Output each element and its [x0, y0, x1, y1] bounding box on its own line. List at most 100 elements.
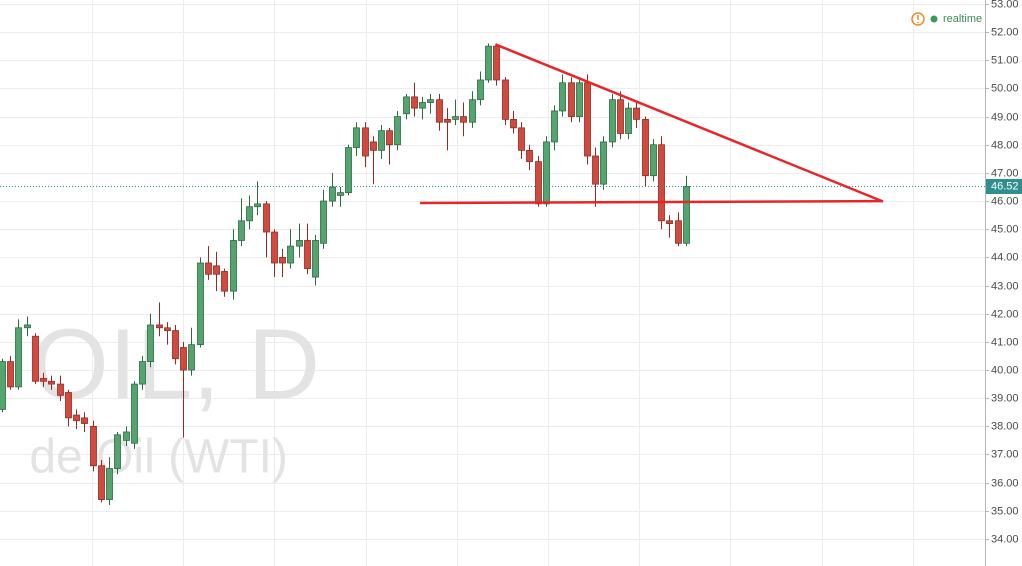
y-tick-label: 38.00	[991, 420, 1019, 432]
candle-body	[32, 335, 39, 382]
candle-body	[263, 203, 270, 233]
candle-body	[123, 431, 130, 441]
candle-body	[139, 361, 146, 385]
candle-body	[600, 141, 607, 185]
candle-body	[362, 127, 369, 157]
y-tick-label: 41.00	[991, 336, 1019, 348]
y-tick-label: 42.00	[991, 308, 1019, 320]
status-text: realtime	[943, 13, 982, 25]
y-tick-label: 39.00	[991, 392, 1019, 404]
y-tick-label: 43.00	[991, 280, 1019, 292]
candle-body	[477, 79, 484, 101]
candle-body	[419, 102, 426, 109]
candle-body	[304, 240, 311, 270]
candle-body	[617, 99, 624, 134]
candle-body	[90, 425, 97, 467]
y-tick-label: 44.00	[991, 251, 1019, 263]
candle-body	[98, 465, 105, 500]
candle-body	[57, 383, 64, 396]
candle-body	[592, 155, 599, 185]
price-axis	[985, 0, 1022, 566]
candle-body	[106, 468, 113, 500]
candle-body	[213, 265, 220, 275]
y-tick-label: 47.00	[991, 167, 1019, 179]
candle-body	[683, 186, 690, 244]
candle-body	[287, 245, 294, 264]
candle-body	[15, 327, 22, 388]
candle-body	[180, 347, 187, 371]
candle-body	[197, 262, 204, 346]
candle-body	[156, 324, 163, 329]
y-tick-label: 53.00	[991, 0, 1019, 10]
candle-body	[535, 161, 542, 205]
candle-body	[81, 417, 88, 424]
last-price-label: 46.52	[991, 180, 1019, 192]
candle-body	[526, 149, 533, 163]
y-tick-label: 45.00	[991, 223, 1019, 235]
candle-body	[24, 324, 31, 329]
warning-icon[interactable]	[911, 12, 925, 26]
candle-body	[493, 45, 500, 81]
candle-body	[221, 271, 228, 292]
y-tick-label: 46.00	[991, 195, 1019, 207]
candle-body	[378, 130, 385, 151]
candle-body	[675, 220, 682, 244]
candle-body	[65, 392, 72, 419]
y-tick-label: 52.00	[991, 26, 1019, 38]
status-dot	[930, 15, 938, 23]
candle-body	[609, 99, 616, 143]
candle-body	[518, 127, 525, 151]
candle-body	[642, 118, 649, 177]
candle-body	[172, 330, 179, 360]
candle-body	[337, 192, 344, 196]
candle-body	[543, 141, 550, 205]
y-tick-label: 40.00	[991, 364, 1019, 376]
candle-body	[436, 99, 443, 123]
price-axis-ticks: 34.00 35.00 36.00 37.00 38.00 39.00 40.00 41.00…	[985, 0, 1022, 545]
candle-body	[444, 118, 451, 123]
candle-body	[73, 414, 80, 422]
candle-body	[329, 186, 336, 202]
candle-body	[411, 96, 418, 109]
candle-body	[502, 79, 509, 120]
trendline	[419, 199, 884, 205]
candle-body	[510, 118, 517, 129]
candle-body	[0, 361, 6, 410]
candle-body	[559, 82, 566, 112]
candle-body	[469, 99, 476, 123]
candle-body	[452, 116, 459, 120]
candle-body	[279, 256, 286, 264]
candle-body	[650, 144, 657, 177]
candle-body	[246, 206, 253, 222]
candle-body	[312, 240, 319, 278]
y-tick-label: 36.00	[991, 477, 1019, 489]
y-tick-label: 34.00	[991, 533, 1019, 545]
candle-body	[551, 110, 558, 143]
candle-body	[147, 324, 154, 362]
candle-body	[114, 434, 121, 469]
candle-body	[238, 220, 245, 241]
y-tick-label: 50.00	[991, 82, 1019, 94]
candle-body	[254, 203, 261, 208]
warning-icon-dot	[917, 21, 919, 24]
candle-body	[48, 380, 55, 385]
candle-body	[568, 82, 575, 117]
candle-body	[386, 130, 393, 146]
candle-body	[271, 231, 278, 264]
candle-body	[394, 116, 401, 146]
candle-body	[403, 96, 410, 115]
candle-body	[7, 361, 14, 388]
trendlines	[0, 43, 985, 205]
y-tick-label: 37.00	[991, 448, 1019, 460]
candle-body	[625, 107, 632, 134]
trendline	[495, 43, 884, 203]
candle-body	[658, 144, 665, 222]
candle-body	[188, 344, 195, 371]
y-tick-label: 48.00	[991, 139, 1019, 151]
candle-body	[485, 45, 492, 81]
candles	[0, 43, 690, 506]
y-tick-label: 49.00	[991, 111, 1019, 123]
candle-body	[205, 262, 212, 275]
candle-body	[353, 127, 360, 148]
